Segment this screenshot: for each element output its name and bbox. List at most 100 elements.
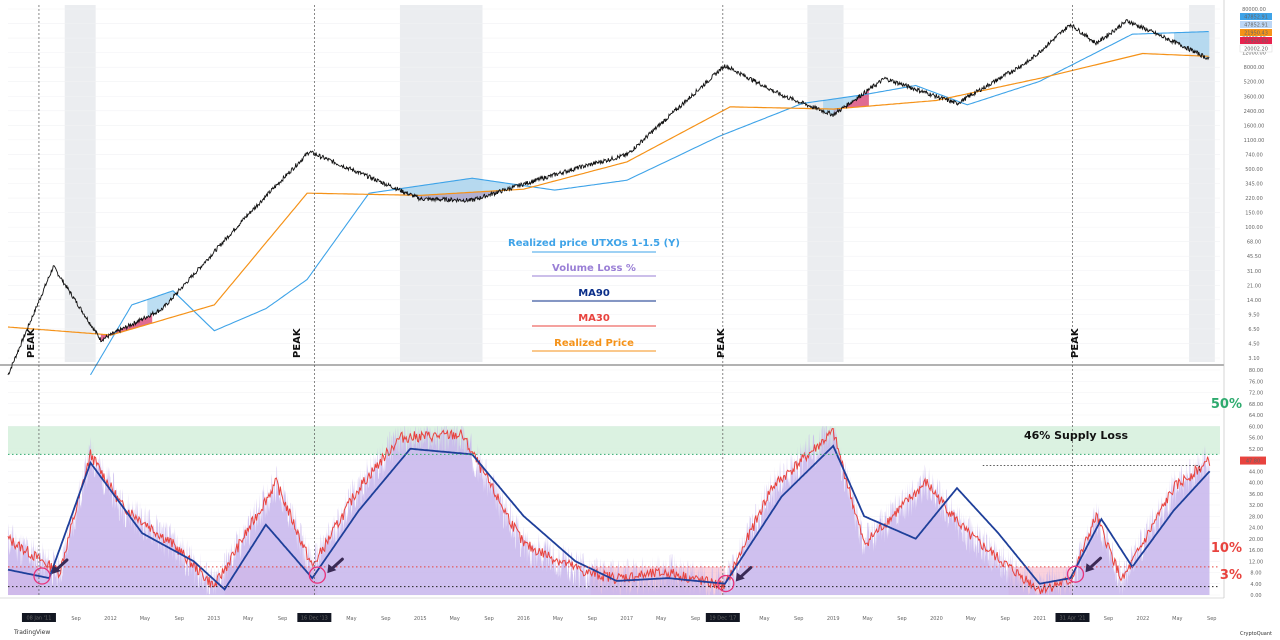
price-tag-text-0: 47852.91 bbox=[1244, 15, 1268, 21]
price-tag-text-4: 20002.20 bbox=[1244, 47, 1268, 53]
x-tick: May bbox=[759, 616, 769, 622]
price-tag-1 bbox=[1240, 21, 1272, 28]
ma90-line bbox=[7, 444, 1211, 591]
date-flag-3 bbox=[1055, 613, 1090, 622]
x-tick: May bbox=[346, 616, 356, 622]
cycle-arrowhead-2 bbox=[735, 572, 745, 582]
bottom-y-tick: 24.00 bbox=[1249, 526, 1263, 532]
top-y-tick: 68.00 bbox=[1247, 240, 1261, 246]
top-pane-series bbox=[0, 19, 1280, 376]
x-tick: Sep bbox=[1001, 616, 1010, 622]
btc-price-line bbox=[7, 19, 1210, 376]
utxo-fill-2 bbox=[823, 78, 885, 117]
bottom-y-tick: 76.00 bbox=[1249, 379, 1263, 385]
x-tick: Sep bbox=[484, 616, 493, 622]
top-y-tick: 80000.00 bbox=[1242, 7, 1266, 13]
top-y-tick: 31.00 bbox=[1247, 269, 1261, 275]
cycle-circle-1 bbox=[308, 566, 327, 584]
x-tick: 2021 bbox=[1033, 616, 1046, 622]
legend: Realized price UTXOs 1-1.5 (Y) Volume Lo… bbox=[508, 238, 680, 352]
top-y-tick: 2400.00 bbox=[1244, 109, 1265, 115]
date-flag-text-0: 08 Jan '11 bbox=[26, 616, 51, 622]
x-tick: Sep bbox=[794, 616, 803, 622]
top-y-tick: 3600.00 bbox=[1244, 94, 1265, 100]
top-y-tick: 8000.00 bbox=[1244, 65, 1265, 71]
x-tick: 2019 bbox=[827, 616, 840, 622]
bottom-y-tick: 32.00 bbox=[1249, 503, 1263, 509]
x-tick: 2015 bbox=[414, 616, 427, 622]
x-tick: Sep bbox=[1104, 616, 1113, 622]
date-flag-text-1: 16 Dec '13 bbox=[301, 616, 328, 622]
cycle-arrowhead-1 bbox=[327, 564, 337, 574]
bottom-y-tick: 72.00 bbox=[1249, 391, 1263, 397]
bottom-y-tick: 52.00 bbox=[1249, 447, 1263, 453]
x-tick: Sep bbox=[278, 616, 287, 622]
x-tick: May bbox=[966, 616, 976, 622]
threshold-10-label: 10% bbox=[1211, 541, 1242, 556]
top-y-tick: 500.00 bbox=[1245, 167, 1263, 173]
bottom-y-tick: 68.00 bbox=[1249, 402, 1263, 408]
x-tick: May bbox=[656, 616, 666, 622]
bottom-y-tick: 80.00 bbox=[1249, 368, 1263, 374]
cycle-circle-3 bbox=[1066, 565, 1085, 583]
date-flag-0 bbox=[21, 613, 56, 622]
legend-realized: Realized Price bbox=[554, 338, 634, 349]
date-flag-text-3: 31 Apr '21 bbox=[1060, 616, 1086, 622]
bottom-y-tick: 12.00 bbox=[1249, 559, 1263, 565]
x-tick: May bbox=[449, 616, 459, 622]
x-tick: 2012 bbox=[104, 616, 117, 622]
x-tick: May bbox=[243, 616, 253, 622]
utxo-fill-1 bbox=[389, 178, 524, 203]
x-tick: May bbox=[140, 616, 150, 622]
x-tick: 2017 bbox=[620, 616, 633, 622]
bottom-pane-series bbox=[7, 427, 1211, 595]
top-y-tick: 100.00 bbox=[1245, 225, 1263, 231]
x-tick: May bbox=[553, 616, 563, 622]
bottom-y-tick: 20.00 bbox=[1249, 537, 1263, 543]
cycle-arrowhead-3 bbox=[1085, 563, 1095, 573]
cycle-circle-0 bbox=[33, 567, 51, 585]
threshold-3-label: 3% bbox=[1220, 568, 1242, 583]
bottom-y-tick: 8.00 bbox=[1250, 571, 1261, 577]
bottom-y-tick: 0.00 bbox=[1250, 593, 1261, 599]
top-y-tick: 1100.00 bbox=[1244, 138, 1265, 144]
legend-volume-loss: Volume Loss % bbox=[552, 263, 636, 274]
bottom-y-tick: 44.00 bbox=[1249, 469, 1263, 475]
top-y-tick: 740.00 bbox=[1245, 152, 1263, 158]
axes: 80000.0045000.0020000.0012000.008000.005… bbox=[0, 0, 1280, 622]
price-tag-2 bbox=[1240, 29, 1272, 36]
date-flag-1 bbox=[297, 613, 332, 622]
top-y-tick: 6.50 bbox=[1248, 327, 1259, 333]
peak-label-3: PEAK bbox=[716, 327, 727, 358]
current-tag bbox=[1240, 456, 1266, 465]
legend-ma30: MA30 bbox=[578, 313, 610, 324]
bottom-y-tick: 60.00 bbox=[1249, 424, 1263, 430]
price-tag-0 bbox=[1240, 13, 1272, 20]
bottom-y-tick: 40.00 bbox=[1249, 481, 1263, 487]
price-tag-3 bbox=[1240, 37, 1272, 44]
price-tag-text-1: 47852.91 bbox=[1244, 23, 1268, 29]
price-tag-4 bbox=[1239, 44, 1273, 53]
volume-loss-area bbox=[8, 426, 1210, 595]
loss-fill-2 bbox=[833, 88, 869, 116]
bottom-y-tick: 56.00 bbox=[1249, 436, 1263, 442]
price-tag-text-2: 21950.43 bbox=[1244, 31, 1268, 37]
utxo-fill-3 bbox=[1174, 31, 1210, 60]
volume-loss-area-fill bbox=[8, 426, 1210, 595]
x-tick: Sep bbox=[381, 616, 390, 622]
y-axis-bg bbox=[1224, 0, 1280, 598]
top-y-tick: 14.00 bbox=[1247, 298, 1261, 304]
top-y-tick: 5200.00 bbox=[1244, 80, 1265, 86]
x-tick: 2016 bbox=[517, 616, 530, 622]
x-tick: May bbox=[862, 616, 872, 622]
x-tick: 2020 bbox=[930, 616, 943, 622]
top-y-tick: 21.00 bbox=[1247, 283, 1261, 289]
bottom-y-tick: 28.00 bbox=[1249, 514, 1263, 520]
x-tick: May bbox=[1172, 616, 1182, 622]
top-y-tick: 9.50 bbox=[1248, 312, 1259, 318]
x-tick: 2022 bbox=[1137, 616, 1150, 622]
x-tick: Sep bbox=[897, 616, 906, 622]
tradingview-brand: TradingView bbox=[14, 629, 51, 636]
green-band bbox=[8, 426, 1220, 455]
